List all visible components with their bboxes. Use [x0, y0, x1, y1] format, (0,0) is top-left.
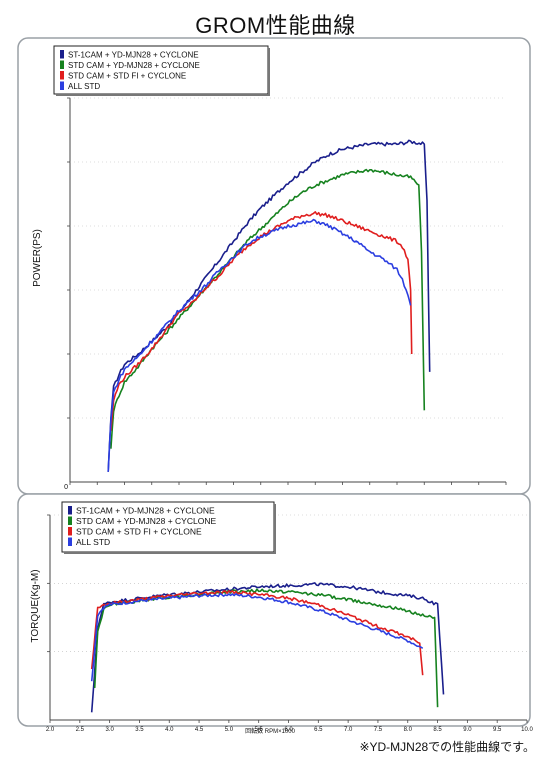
series-line-1 [107, 139, 431, 472]
legend-label: ST-1CAM + YD-MJN28 + CYCLONE [68, 51, 199, 60]
footnote: ※YD-MJN28での性能曲線です。 [359, 740, 535, 754]
x-tick-label: 4.5 [195, 727, 204, 733]
legend-swatch [68, 506, 72, 515]
x-tick-label: 2.0 [46, 727, 55, 733]
torque-chart: 2.0 2.5 3.0 3.5 4.0 4.5 5.0 5.5 6.0 6.5 7.0 7.5 8.0 8… [46, 501, 533, 733]
x-tick-label: 5.0 [225, 727, 234, 733]
legend-label: STD CAM + STD FI + CYCLONE [68, 72, 186, 81]
power-ylabel: POWER(PS) [32, 229, 43, 287]
legend-swatch [60, 60, 64, 69]
x-tick-label: 2.5 [76, 727, 85, 733]
legend-label: STD CAM + YD-MJN28 + CYCLONE [76, 516, 216, 526]
power-zero-label: 0 [64, 484, 68, 491]
legend-swatch [60, 50, 64, 59]
series-line-4 [107, 218, 412, 472]
x-tick-label: 8.0 [404, 727, 413, 733]
legend-shadow [64, 552, 276, 554]
legend-swatch [60, 71, 64, 80]
power-panel-frame [17, 37, 531, 495]
legend-shadow [56, 94, 270, 96]
x-tick-label: 3.5 [135, 727, 144, 733]
series-line-4 [90, 592, 424, 682]
x-tick-label: 9.5 [493, 727, 502, 733]
legend-swatch [68, 516, 72, 525]
legend-box [61, 501, 275, 553]
x-tick-label: 5.5 [255, 727, 264, 733]
x-tick-label: 8.5 [433, 727, 442, 733]
x-tick-label: 4.0 [165, 727, 174, 733]
x-tick-label: 9.0 [463, 727, 472, 733]
x-tick-label: 7.0 [344, 727, 353, 733]
legend-swatch [68, 527, 72, 536]
legend-box [53, 45, 269, 95]
torque-xlabel: 回転数 RPM×1000 [245, 727, 296, 735]
legend-swatch [68, 537, 72, 546]
page-title: GROM性能曲線 [195, 13, 356, 38]
torque-ylabel: TORQUE(Kg-M) [30, 569, 41, 642]
legend-shadow [268, 48, 270, 96]
legend-swatch [60, 81, 64, 90]
legend-label: ALL STD [76, 537, 110, 547]
legend-shadow [274, 504, 276, 554]
legend-label: ALL STD [68, 82, 100, 91]
x-tick-label: 6.5 [314, 727, 323, 733]
legend-label: STD CAM + STD FI + CYCLONE [76, 527, 202, 537]
legend-label: STD CAM + YD-MJN28 + CYCLONE [68, 61, 200, 70]
x-tick-label: 3.0 [105, 727, 114, 733]
legend-label: ST-1CAM + YD-MJN28 + CYCLONE [76, 506, 215, 516]
x-tick-label: 7.5 [374, 727, 383, 733]
x-tick-label: 10.0 [521, 727, 533, 733]
x-tick-label: 6.0 [284, 727, 293, 733]
